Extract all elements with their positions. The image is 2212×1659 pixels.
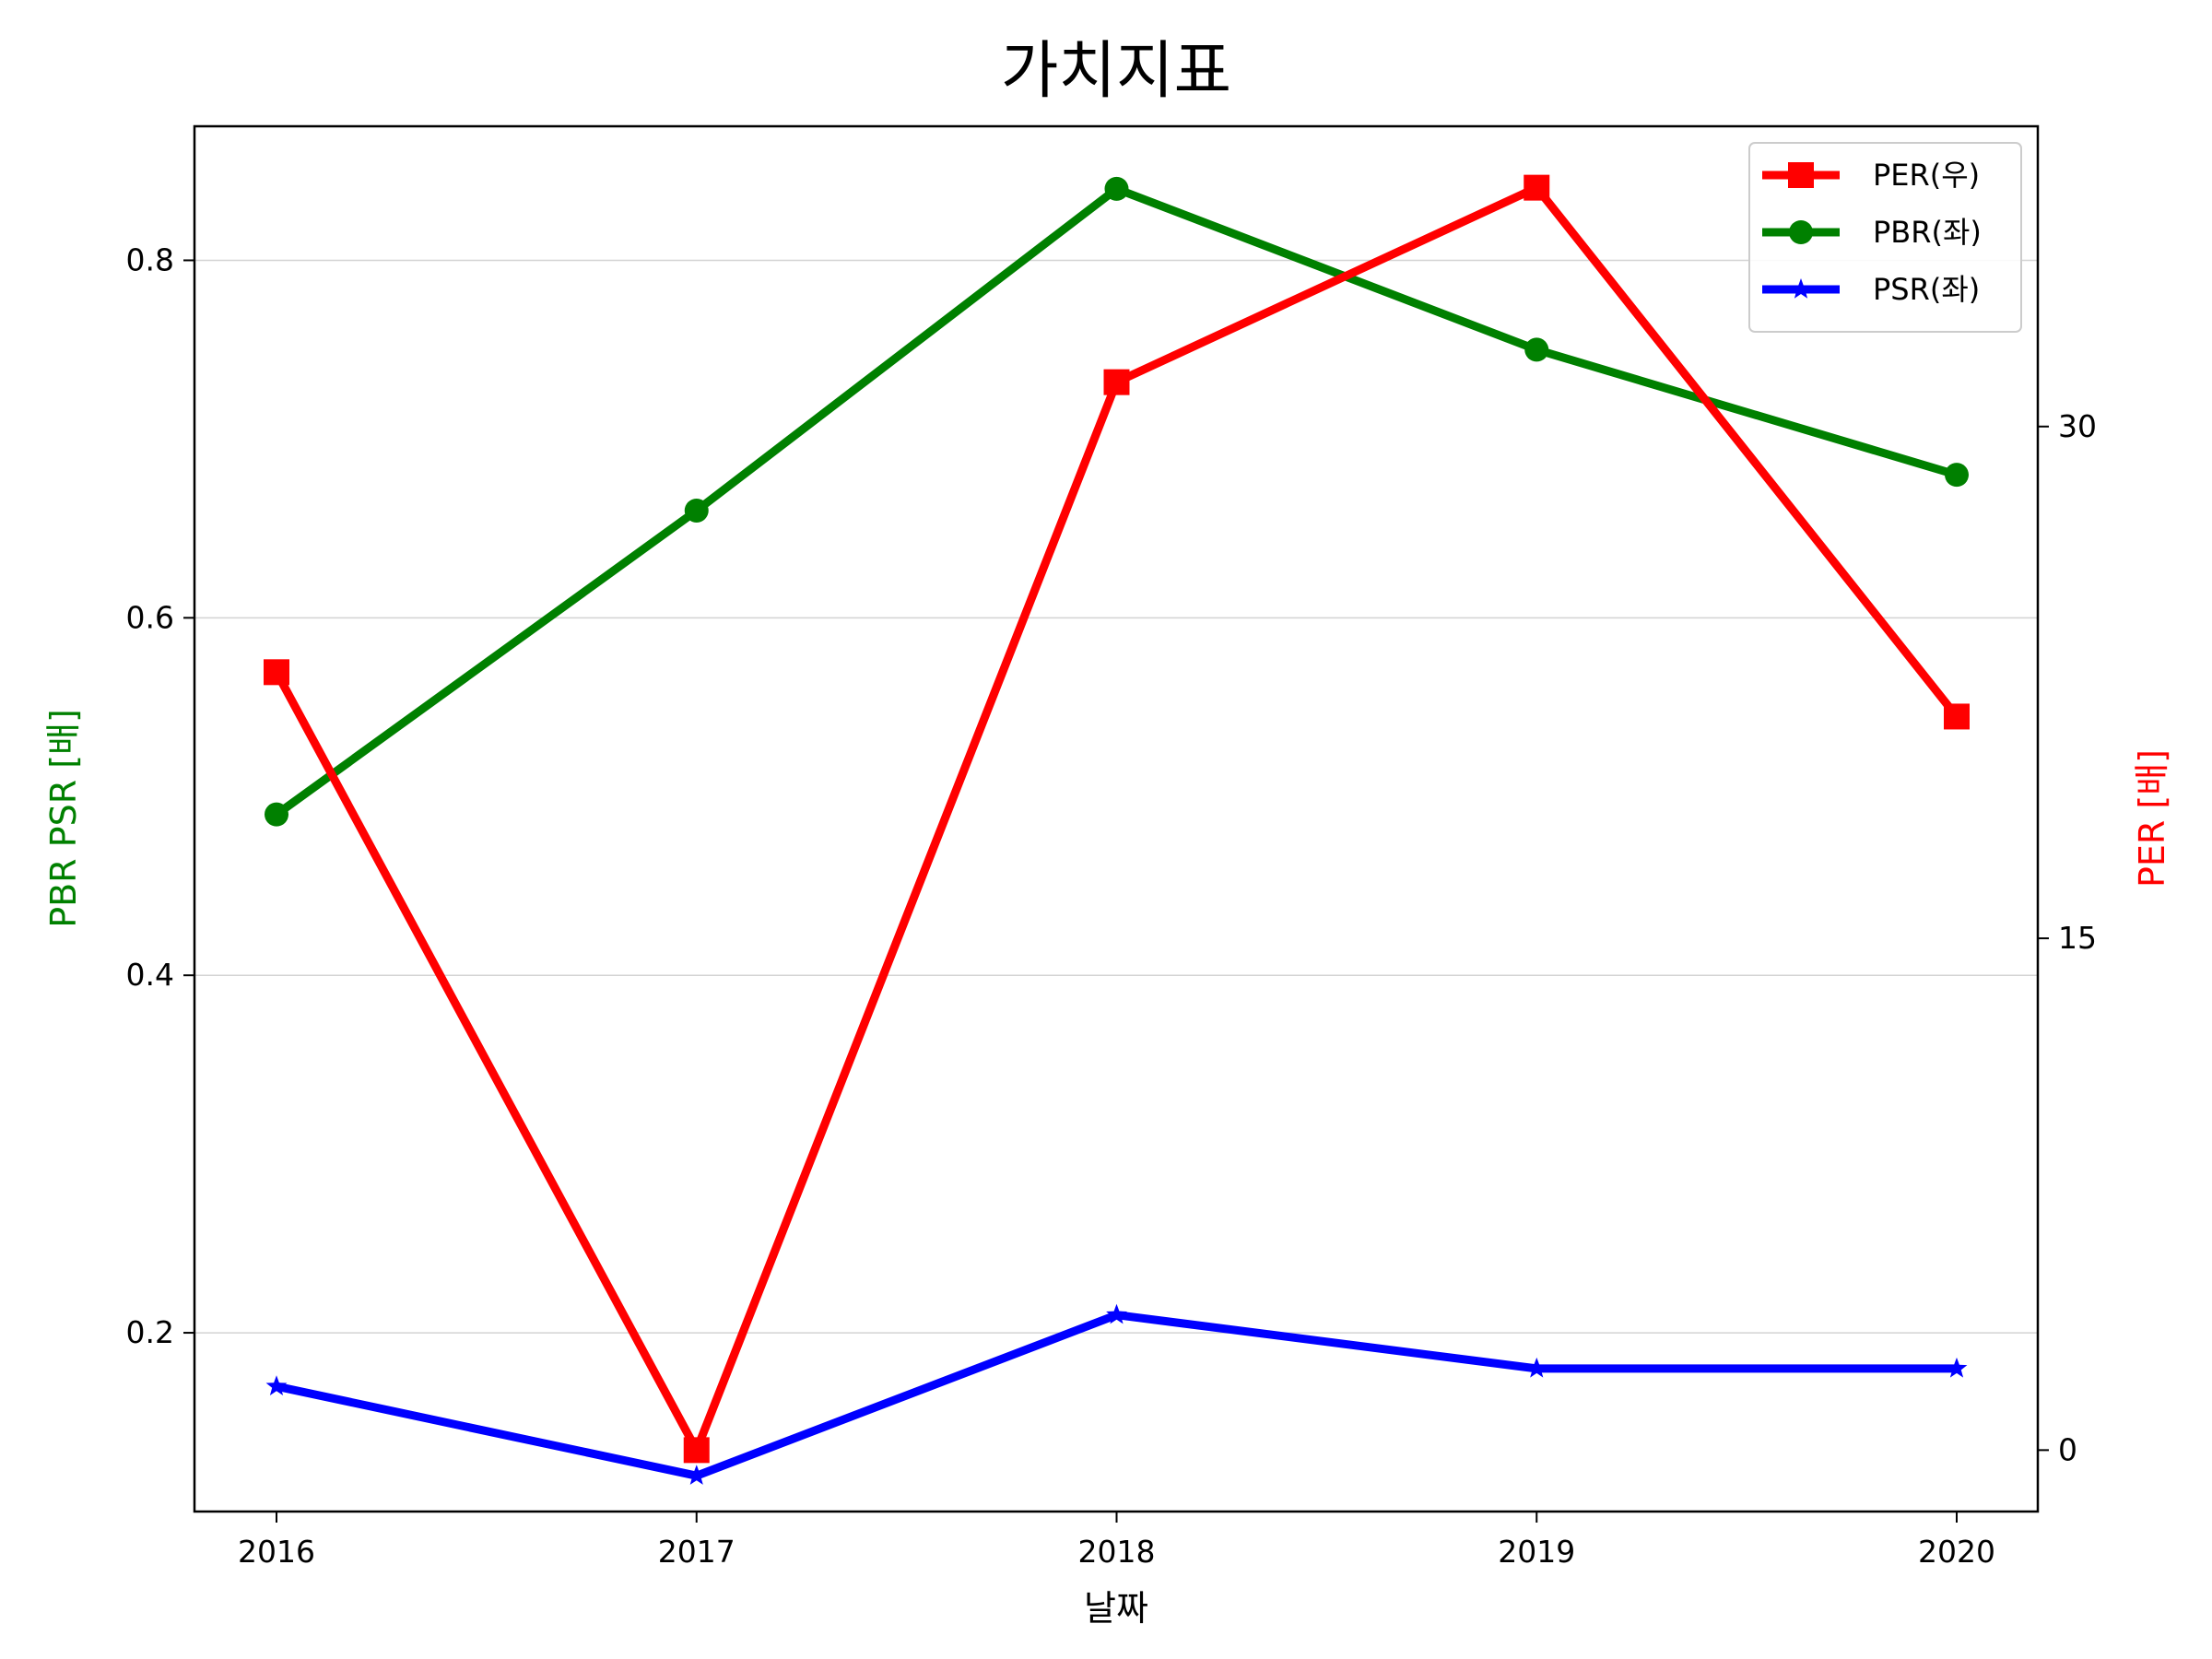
legend-marker — [1789, 220, 1813, 244]
x-tick-label: 2018 — [1078, 1534, 1156, 1570]
legend-entry-per: PER(우) — [1762, 158, 1980, 193]
data-point-per — [683, 1437, 710, 1464]
chart-title: 가치지표 — [1001, 35, 1231, 108]
left-y-axis-title: PBR PSR [배] — [43, 709, 84, 928]
series-layer — [264, 174, 1970, 1485]
series-per — [264, 174, 1970, 1464]
left-y-tick-label: 0.8 — [126, 241, 174, 277]
data-point-psr — [1106, 1303, 1127, 1324]
data-point-per — [264, 659, 289, 686]
series-pbr — [265, 176, 1969, 827]
right-y-tick-label: 15 — [2058, 920, 2097, 956]
data-point-pbr — [1524, 337, 1549, 362]
grid-lines — [194, 259, 2038, 1334]
series-line-pbr — [274, 184, 1959, 818]
right-y-axis-title: PER [배] — [2132, 749, 2172, 888]
series-psr — [265, 1303, 1968, 1485]
x-axis: 2016 2017 2018 2019 2020 — [238, 1512, 1995, 1570]
data-point-psr — [265, 1375, 288, 1395]
legend-label: PER(우) — [1873, 158, 1980, 193]
data-point-per — [1944, 703, 1970, 730]
legend-label: PBR(좌) — [1873, 215, 1982, 250]
data-point-pbr — [684, 498, 709, 523]
x-tick-label: 2017 — [658, 1534, 735, 1570]
legend-marker — [1790, 278, 1812, 299]
left-y-tick-label: 0.6 — [126, 599, 174, 635]
right-y-axis: 0 15 30 — [2038, 408, 2097, 1467]
data-point-pbr — [1104, 176, 1129, 201]
data-point-pbr — [265, 802, 288, 827]
legend-box — [1748, 142, 2022, 333]
right-y-tick-label: 30 — [2058, 408, 2097, 444]
left-y-tick-label: 0.2 — [126, 1314, 174, 1350]
left-y-axis: 0.2 0.4 0.6 0.8 — [126, 241, 194, 1350]
legend-marker — [1788, 162, 1814, 188]
x-tick-label: 2019 — [1498, 1534, 1575, 1570]
legend: PER(우) PBR(좌) PSR(좌) — [1748, 142, 2022, 333]
legend-entry-pbr: PBR(좌) — [1762, 215, 1982, 250]
legend-label: PSR(좌) — [1873, 272, 1980, 307]
data-point-per — [1524, 174, 1550, 201]
left-y-tick-label: 0.4 — [126, 957, 174, 993]
x-axis-title: 날짜 — [1084, 1588, 1148, 1629]
data-point-per — [1103, 369, 1130, 395]
data-point-psr — [1946, 1357, 1968, 1378]
data-point-pbr — [1945, 463, 1969, 488]
data-point-psr — [686, 1465, 708, 1485]
x-tick-label: 2020 — [1918, 1534, 1995, 1570]
plot-frame — [193, 124, 2040, 1513]
x-tick-label: 2016 — [238, 1534, 315, 1570]
series-line-psr — [276, 1311, 1957, 1480]
right-y-tick-label: 0 — [2058, 1431, 2077, 1467]
data-point-psr — [1525, 1357, 1547, 1378]
legend-entry-psr: PSR(좌) — [1762, 272, 1980, 307]
